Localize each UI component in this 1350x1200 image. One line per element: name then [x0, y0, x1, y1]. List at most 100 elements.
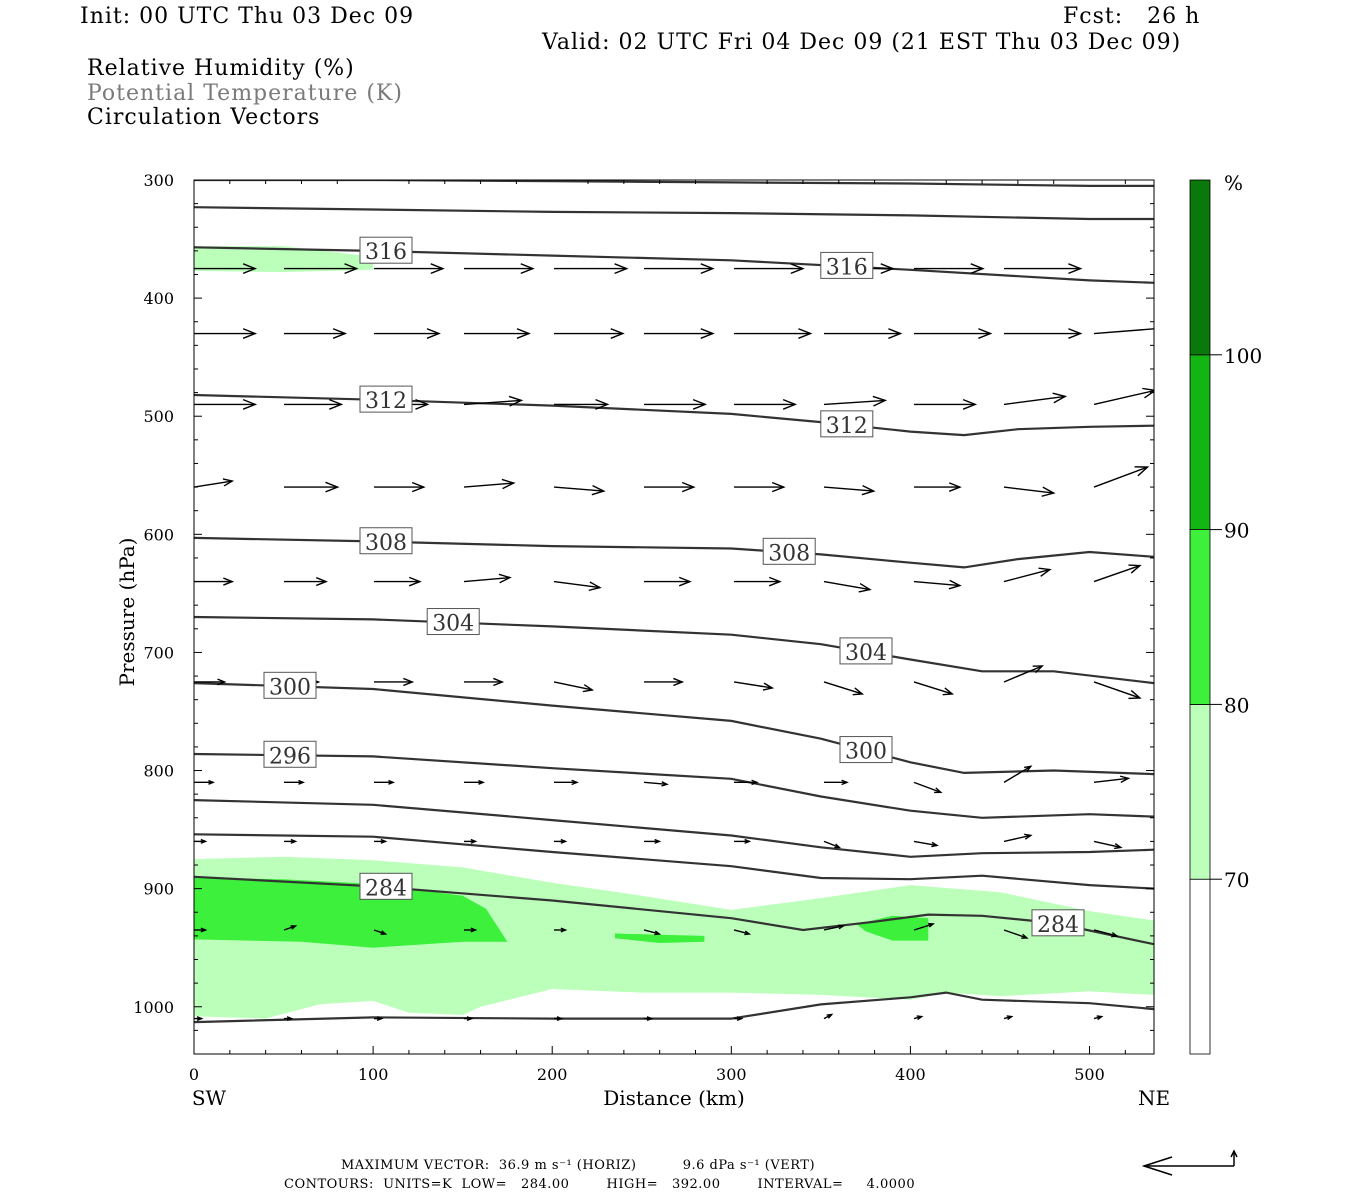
legend-rh: Relative Humidity (%) [87, 56, 355, 81]
vector-arrow [1003, 929, 1029, 939]
circulation-vectors [194, 263, 1154, 1022]
vector-arrow [1003, 665, 1045, 683]
vector-arrow [374, 481, 426, 493]
y-tick-label: 300 [143, 171, 174, 190]
vector-arrow [734, 838, 752, 844]
colorbar-segment [1189, 179, 1211, 356]
colorbar-segment [1189, 529, 1211, 705]
vector-arrow [463, 478, 516, 490]
vector-arrow [284, 328, 348, 339]
x-tick-label: 300 [716, 1065, 747, 1084]
x-tick-label: 100 [358, 1065, 389, 1084]
vector-arrow [374, 779, 396, 785]
vector-arrow [1093, 1015, 1104, 1021]
vector-arrow [733, 929, 752, 936]
rh-region [614, 933, 705, 943]
x-tick-label: 500 [1074, 1065, 1105, 1084]
vector-arrow [1093, 681, 1142, 700]
vector-arrow [914, 482, 962, 492]
colorbar-label: 70 [1224, 868, 1249, 892]
vector-arrow [733, 681, 775, 691]
colorbar-label: 80 [1224, 693, 1249, 717]
vector-arrow [1093, 328, 1154, 335]
contour-label: 284 [365, 876, 407, 901]
contour-label-box [263, 740, 317, 768]
y-tick-label: 600 [143, 525, 174, 544]
vector-arrow [823, 681, 865, 696]
vector-arrow [644, 263, 715, 275]
colorbar-unit: % [1224, 171, 1243, 195]
contour-label: 296 [269, 744, 311, 769]
vector-arrow [734, 481, 786, 493]
vector-arrow [823, 484, 876, 496]
x-tick-label: 200 [537, 1065, 568, 1084]
max-vector-info: MAXIMUM VECTOR: 36.9 m s⁻¹ (HORIZ) 9.6 d… [341, 1158, 816, 1173]
vector-arrow [463, 395, 524, 407]
x-axis-label: Distance (km) [603, 1086, 745, 1110]
contour-label-box [359, 236, 413, 264]
vector-arrow [194, 328, 258, 339]
legend-theta: Potential Temperature (K) [87, 81, 403, 106]
contour-label-box [359, 385, 413, 413]
colorbar-segment [1189, 354, 1211, 530]
vector-arrow [284, 1016, 294, 1022]
contour-label: 308 [365, 531, 407, 556]
vector-arrow [1004, 263, 1083, 275]
contour-label: 316 [365, 240, 407, 265]
contour-label-box [839, 736, 893, 764]
vector-arrow [734, 263, 805, 275]
x-tick-label: 0 [189, 1065, 199, 1084]
vector-arrow [644, 576, 692, 587]
vector-arrow [194, 577, 235, 586]
theta-contour [194, 206, 1154, 221]
vector-arrow [464, 927, 478, 933]
contour-label-box [426, 608, 480, 636]
vector-arrow [284, 263, 359, 275]
vector-arrow [374, 1016, 384, 1022]
vector-arrow [1093, 564, 1142, 583]
vector-arrow [374, 263, 445, 275]
vector-arrow [1003, 486, 1056, 497]
contour-label-box [839, 637, 893, 665]
vector-arrow [913, 579, 962, 590]
vector-arrow [734, 576, 782, 587]
vector-arrow [374, 838, 388, 844]
colorbar-label: 100 [1224, 344, 1262, 368]
vector-arrow [823, 1013, 834, 1020]
vector-arrow [734, 328, 813, 339]
vector-arrow [554, 328, 625, 339]
vector-arrow [194, 1016, 204, 1022]
contour-label-box [263, 671, 317, 699]
vector-arrow [374, 328, 441, 339]
vector-arrow [734, 1016, 744, 1022]
colorbar: 70 80 90 100 [1189, 179, 1262, 1055]
forecast-hour: Fcst: 26 h [1063, 4, 1201, 29]
theta-contour [194, 799, 1154, 858]
contour-label: 300 [269, 675, 311, 700]
vector-arrow [1003, 765, 1033, 783]
theta-contour [194, 180, 1154, 187]
contour-label: 304 [845, 641, 887, 666]
theta-contour [194, 833, 1154, 890]
vector-arrow [913, 922, 935, 931]
vector-arrow [1093, 466, 1150, 488]
vector-arrow [373, 929, 388, 935]
contour-label: 304 [432, 612, 474, 637]
reference-vector-icon [1141, 1149, 1238, 1176]
vector-arrow [464, 838, 478, 844]
vector-arrow [823, 580, 872, 593]
contour-label-box [359, 527, 413, 555]
vector-arrow [194, 478, 235, 488]
contour-label-box [820, 410, 874, 438]
colorbar-label: 90 [1224, 519, 1249, 543]
vector-arrow [1093, 387, 1154, 406]
contour-label: 312 [826, 414, 868, 439]
theta-contour [194, 752, 1154, 819]
y-axis-label: Pressure (hPa) [115, 538, 139, 687]
y-tick-label: 1000 [133, 998, 174, 1017]
vector-arrow [824, 779, 849, 786]
vector-arrow [554, 838, 568, 844]
vector-arrow [1004, 328, 1083, 339]
colorbar-segment [1189, 878, 1211, 1055]
y-tick-label: 400 [143, 289, 174, 308]
